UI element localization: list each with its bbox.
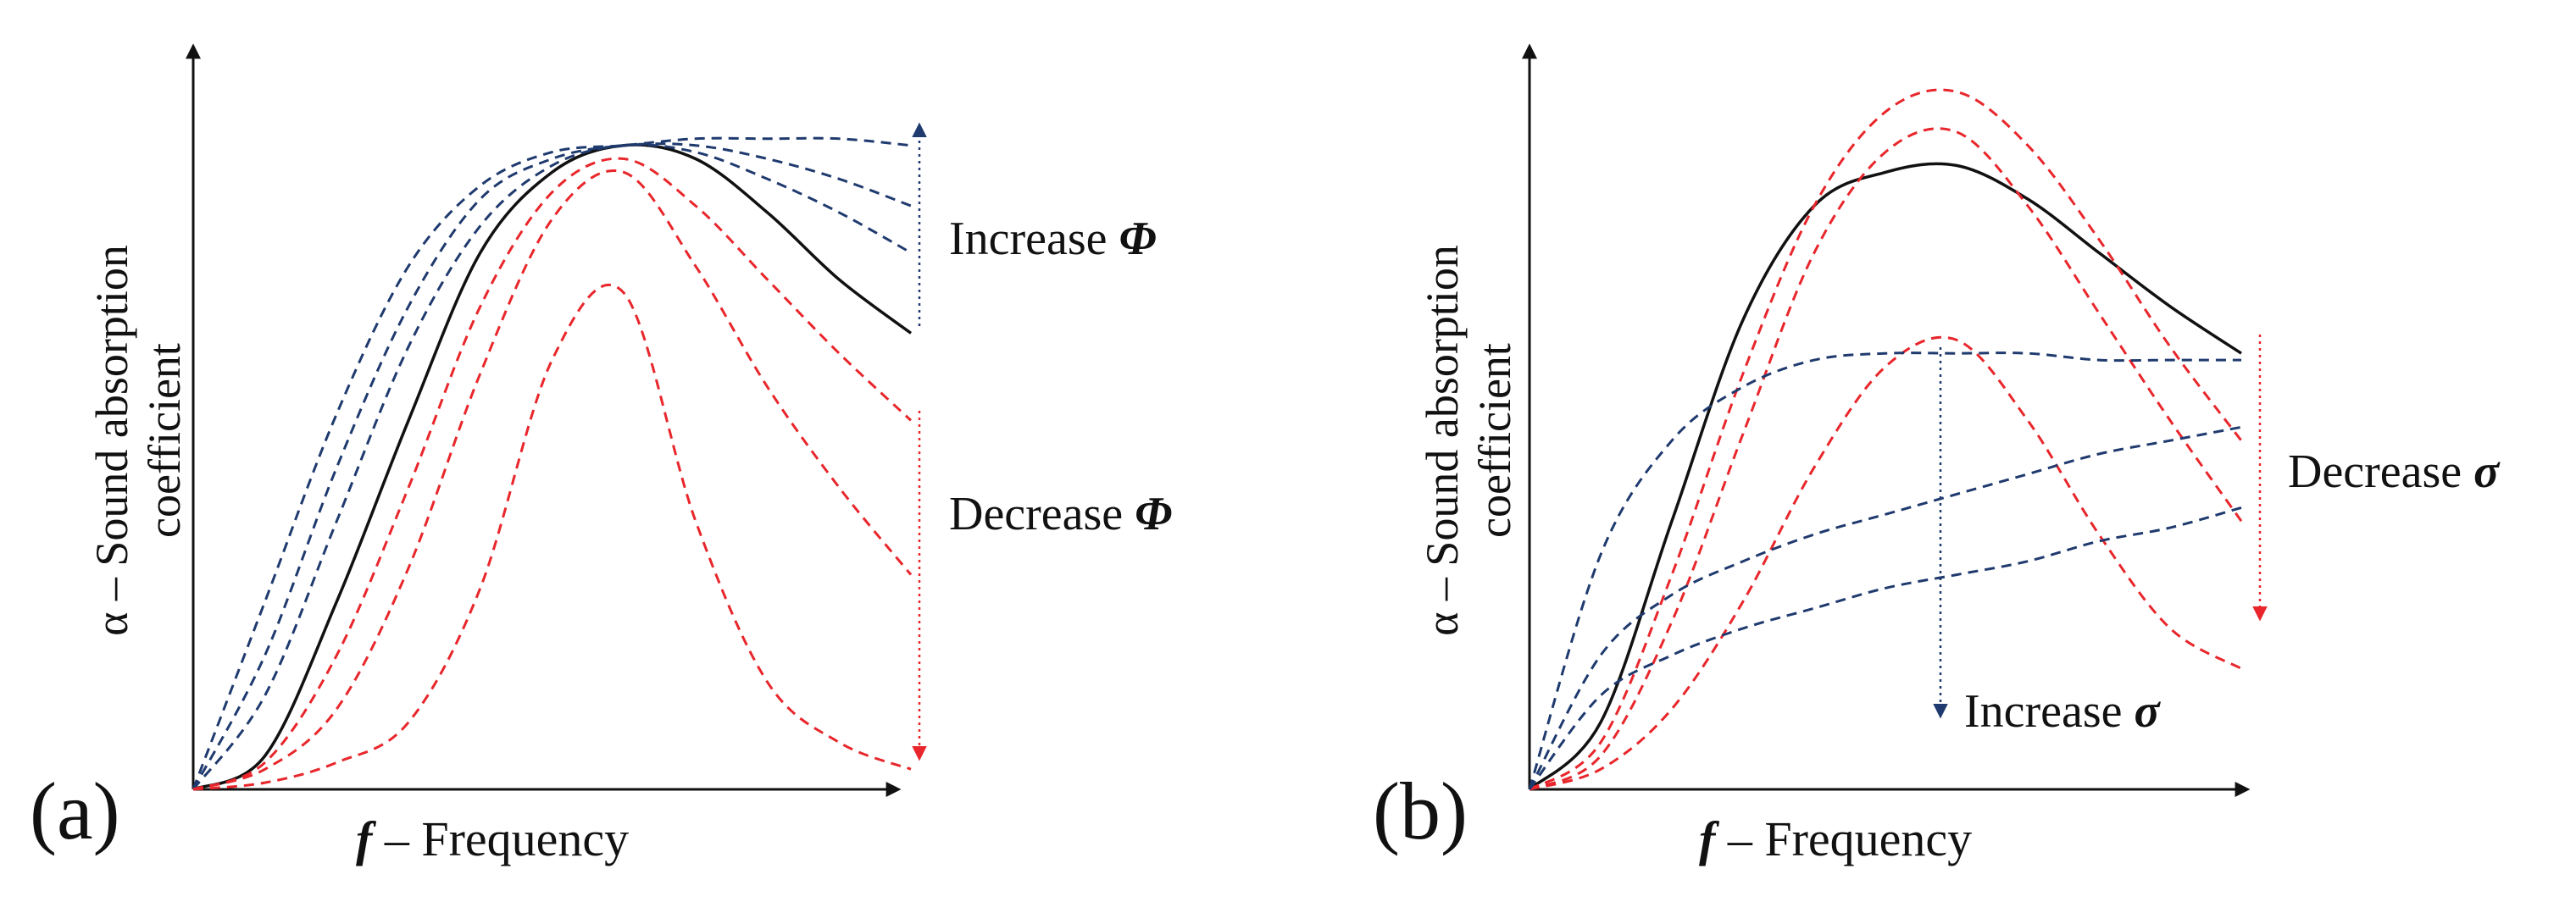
panel-a: Increase Φ Decrease Φ α – Sound absorpti…	[30, 43, 1172, 866]
panel-b-series-decrease-3	[1528, 506, 2242, 790]
panel-b-series-increase-3	[1529, 335, 2242, 791]
phi-symbol: Φ	[1135, 488, 1172, 540]
panel-b-series-decrease-2	[1528, 425, 2242, 790]
sigma-symbol: σ	[2135, 685, 2162, 738]
panel-b-series-reference	[1528, 162, 2242, 791]
panel-a-series-increase-1	[192, 143, 912, 790]
panel-b-series-decrease-1	[1528, 351, 2241, 790]
panel-b-y-label: α – Sound absorption	[1417, 245, 1468, 636]
panel-b: Decrease σ Increase σ α – Sound absorpti…	[1373, 43, 2501, 866]
panel-a-y-label-line2: coefficient	[139, 343, 190, 538]
phi-symbol: Φ	[1119, 213, 1157, 265]
sigma-symbol: σ	[2473, 445, 2501, 498]
panel-b-annotation-increase: Increase σ	[1964, 685, 2162, 738]
panel-a-series-decrease-2	[192, 169, 913, 791]
panel-a-letter: (a)	[30, 766, 120, 856]
panel-b-letter: (b)	[1373, 766, 1468, 856]
panel-a-x-label: f – Frequency	[356, 811, 629, 866]
panel-a-y-label: α – Sound absorption	[86, 245, 137, 636]
panel-a-annotation-decrease: Decrease Φ	[949, 488, 1172, 540]
panel-a-annotation-increase: Increase Φ	[949, 213, 1157, 265]
panel-b-series-increase-1	[1529, 88, 2243, 791]
panel-a-series-increase-3	[192, 136, 912, 790]
panel-b-series-group	[1528, 88, 2243, 791]
panel-a-series-increase-2	[192, 142, 912, 790]
panel-a-series-reference	[192, 143, 913, 791]
panel-b-x-label: f – Frequency	[1699, 811, 1972, 866]
panel-b-annotation-decrease: Decrease σ	[2288, 445, 2501, 498]
panel-a-series-decrease-1	[192, 157, 913, 791]
panel-b-y-label-line2: coefficient	[1469, 343, 1520, 538]
panel-a-series-decrease-3	[192, 283, 912, 791]
panel-a-series-group	[192, 136, 913, 791]
